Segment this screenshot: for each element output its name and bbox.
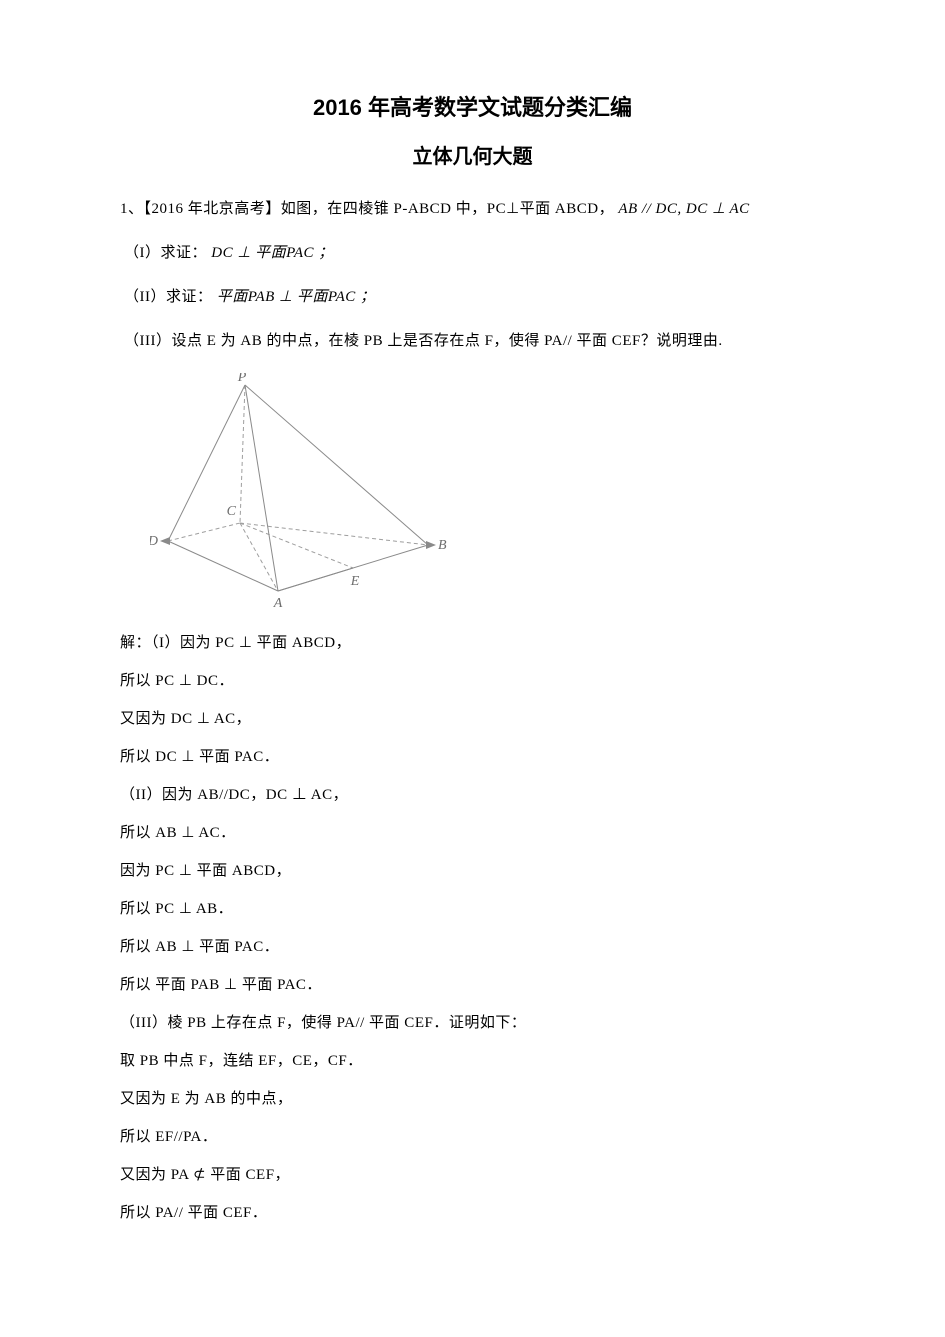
svg-text:C: C: [227, 504, 237, 519]
problem-heading: 1、【2016 年北京高考】如图，在四棱锥 P-ABCD 中，PC⊥平面 ABC…: [120, 197, 825, 221]
solution-line-04: 所以 DC ⊥ 平面 PAC．: [120, 745, 825, 769]
solution-line-16: 所以 PA// 平面 CEF．: [120, 1201, 825, 1225]
problem-part-3: （III）设点 E 为 AB 的中点，在棱 PB 上是否存在点 F，使得 PA/…: [124, 329, 825, 353]
solution-line-02: 所以 PC ⊥ DC．: [120, 669, 825, 693]
solution-line-13: 又因为 E 为 AB 的中点，: [120, 1087, 825, 1111]
svg-text:A: A: [273, 596, 283, 611]
solution-line-07: 因为 PC ⊥ 平面 ABCD，: [120, 859, 825, 883]
problem-heading-text: 1、【2016 年北京高考】如图，在四棱锥 P-ABCD 中，PC⊥平面 ABC…: [120, 201, 614, 217]
sub-title: 立体几何大题: [120, 140, 825, 169]
solution-line-09: 所以 AB ⊥ 平面 PAC．: [120, 935, 825, 959]
solution-line-11: （III）棱 PB 上存在点 F，使得 PA// 平面 CEF．证明如下：: [120, 1011, 825, 1035]
solution-line-08: 所以 PC ⊥ AB．: [120, 897, 825, 921]
svg-text:D: D: [150, 534, 158, 549]
solution-line-05: （II）因为 AB//DC，DC ⊥ AC，: [120, 783, 825, 807]
problem-part-1: （I）求证： DC ⊥ 平面PAC ；: [124, 241, 825, 265]
part1-math: DC ⊥ 平面PAC ；: [211, 245, 334, 261]
main-title: 2016 年高考数学文试题分类汇编: [120, 90, 825, 122]
svg-text:B: B: [438, 538, 447, 553]
document-page: 2016 年高考数学文试题分类汇编 立体几何大题 1、【2016 年北京高考】如…: [0, 0, 945, 1337]
solution-line-03: 又因为 DC ⊥ AC，: [120, 707, 825, 731]
part3-text: （III）设点 E 为 AB 的中点，在棱 PB 上是否存在点 F，使得 PA/…: [124, 333, 723, 349]
part1-label: （I）求证：: [124, 245, 207, 261]
svg-text:E: E: [350, 574, 360, 589]
solution-line-14: 所以 EF//PA．: [120, 1125, 825, 1149]
solution-line-06: 所以 AB ⊥ AC．: [120, 821, 825, 845]
figure-container: P D C A B E: [150, 373, 825, 613]
part2-label: （II）求证：: [124, 289, 213, 305]
part2-math: 平面PAB ⊥ 平面PAC ；: [217, 289, 376, 305]
svg-text:P: P: [237, 373, 247, 385]
problem-part-2: （II）求证： 平面PAB ⊥ 平面PAC ；: [124, 285, 825, 309]
pyramid-diagram: P D C A B E: [150, 373, 450, 613]
problem-heading-cond: AB // DC, DC ⊥ AC: [618, 201, 749, 217]
solution-line-10: 所以 平面 PAB ⊥ 平面 PAC．: [120, 973, 825, 997]
solution-line-01: 解：（I）因为 PC ⊥ 平面 ABCD，: [120, 631, 825, 655]
solution-line-12: 取 PB 中点 F，连结 EF，CE，CF．: [120, 1049, 825, 1073]
solution-line-15: 又因为 PA ⊄ 平面 CEF，: [120, 1163, 825, 1187]
